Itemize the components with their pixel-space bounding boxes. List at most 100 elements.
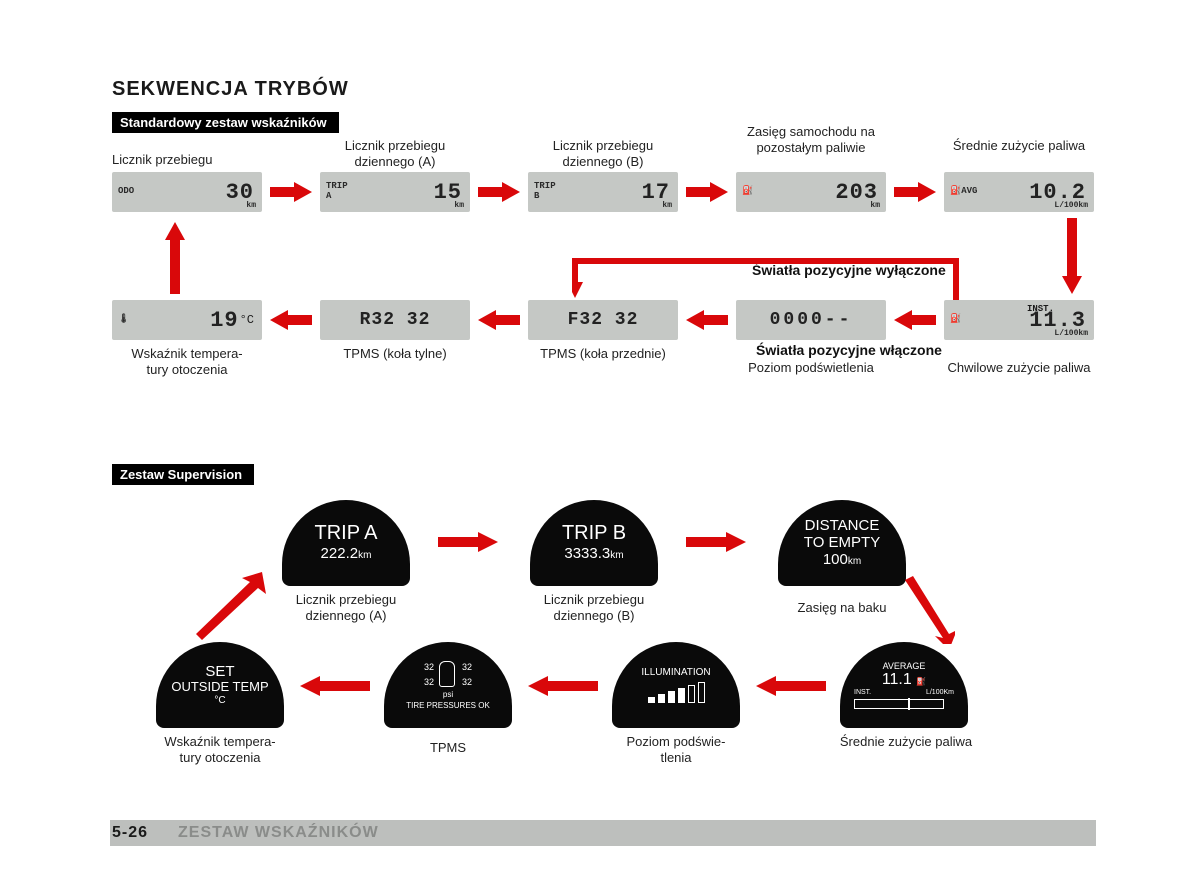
sup-illum-dome: ILLUMINATION: [612, 642, 740, 728]
range-unit: km: [870, 201, 880, 210]
temp-value: 19: [210, 308, 238, 333]
arrow-right-icon: [894, 180, 936, 204]
sup-tripa-caption: Licznik przebiegu dziennego (A): [272, 592, 420, 623]
avg-display: ⛽AVG 10.2 L/100km: [944, 172, 1094, 212]
lights-on-label: Światła pozycyjne włączone: [756, 342, 942, 358]
arrow-left-icon: [270, 308, 312, 332]
tpms-rear-caption: TPMS (koła tylne): [320, 346, 470, 362]
arrow-diag-icon: [905, 574, 955, 644]
sup-tripa-value: 222.2: [321, 545, 359, 562]
arrow-left-icon: [686, 308, 728, 332]
tpms-fr: 32: [459, 662, 475, 672]
range-icon: ⛽: [742, 187, 753, 197]
sup-dte-value: 100: [823, 551, 848, 568]
illum-display: 0000--: [736, 300, 886, 340]
arrow-left-icon: [756, 674, 826, 698]
arrow-down-icon: [1060, 218, 1084, 294]
tripb-unit: km: [662, 201, 672, 210]
tpms-psi: psi: [443, 690, 453, 699]
avg-lhs: ⛽AVG: [950, 187, 977, 197]
sup-avg-inst: INST.: [854, 689, 871, 697]
page-footer: 5-26 ZESTAW WSKAŹNIKÓW: [110, 820, 1096, 846]
temp-icon: 🌡: [118, 315, 129, 325]
odo-unit: km: [246, 201, 256, 210]
sup-tripb-unit: km: [610, 550, 623, 561]
arrow-right-icon: [686, 180, 728, 204]
sup-dte-line2: TO EMPTY: [804, 534, 880, 551]
odo-lhs: ODO: [118, 187, 134, 197]
tripb-caption: Licznik przebiegu dziennego (B): [528, 138, 678, 169]
tpms-rear-display: R32 32: [320, 300, 470, 340]
sup-illum-label: ILLUMINATION: [641, 667, 710, 679]
illum-caption: Poziom podświetlenia: [736, 360, 886, 376]
arrow-left-icon: [478, 308, 520, 332]
odo-caption: Licznik przebiegu: [112, 152, 262, 168]
arrow-left-icon: [300, 674, 370, 698]
sup-tpms-caption: TPMS: [374, 740, 522, 756]
tpms-rl: 32: [421, 677, 437, 687]
sup-tripb-value: 3333.3: [564, 545, 610, 562]
sup-avg-label: AVERAGE: [854, 661, 954, 671]
tripb-display: TRIP B 17 km: [528, 172, 678, 212]
sup-tripa-unit: km: [358, 550, 371, 561]
sup-tripa-line1: TRIP A: [315, 522, 378, 545]
page-title: SEKWENCJA TRYBÓW: [112, 78, 349, 101]
section2-header: Zestaw Supervision: [112, 464, 254, 485]
sup-avg-unit: L/100Km: [926, 689, 954, 697]
sup-illum-caption: Poziom podświe- tlenia: [602, 734, 750, 765]
tpms-front-display: F32 32: [528, 300, 678, 340]
section1-header: Standardowy zestaw wskaźników: [112, 112, 339, 133]
range-caption: Zasięg samochodu na pozostałym paliwie: [736, 124, 886, 155]
tpms-rr: 32: [459, 677, 475, 687]
avg-caption: Średnie zużycie paliwa: [944, 138, 1094, 154]
inst-top: INST.: [1027, 304, 1054, 314]
sup-avg-caption: Średnie zużycie paliwa: [832, 734, 980, 750]
arrow-right-icon: [478, 180, 520, 204]
illum-bars-icon: [648, 681, 705, 703]
tpms-front-caption: TPMS (koła przednie): [528, 346, 678, 362]
odo-display: ODO 30 km: [112, 172, 262, 212]
avg-unit: L/100km: [1054, 201, 1088, 210]
sup-dte-caption: Zasięg na baku: [768, 600, 916, 616]
illum-value: 0000--: [770, 310, 853, 330]
sup-temp-line2: OUTSIDE TEMP: [171, 680, 268, 695]
tripa-display: TRIP A 15 km: [320, 172, 470, 212]
sup-avg-bar: [854, 699, 944, 709]
temp-display: 🌡 19 °C: [112, 300, 262, 340]
arrow-right-icon: [270, 180, 312, 204]
tripb-lhs: TRIP B: [534, 182, 556, 202]
arrow-left-icon: [894, 308, 936, 332]
tpms-status: TIRE PRESSURES OK: [406, 701, 490, 710]
sup-avg-dome: AVERAGE 11.1 ⛽ INST.L/100Km: [840, 642, 968, 728]
car-icon: [439, 661, 455, 687]
tpms-front-value: F32 32: [568, 310, 639, 330]
inst-unit: L/100km: [1054, 329, 1088, 338]
tpms-rear-value: R32 32: [360, 310, 431, 330]
sup-temp-caption: Wskaźnik tempera- tury otoczenia: [146, 734, 294, 765]
sup-tripb-caption: Licznik przebiegu dziennego (B): [520, 592, 668, 623]
sup-avg-value: 11.1: [882, 671, 912, 688]
sup-temp-line1: SET: [205, 663, 234, 680]
sup-dte-unit: km: [848, 556, 861, 567]
sup-dte-dome: DISTANCE TO EMPTY 100km: [778, 500, 906, 586]
sup-tripb-dome: TRIP B 3333.3km: [530, 500, 658, 586]
sup-temp-dome: SET OUTSIDE TEMP °C: [156, 642, 284, 728]
arrow-up-icon: [163, 222, 187, 294]
arrow-diag-up-icon: [196, 572, 276, 642]
tripa-unit: km: [454, 201, 464, 210]
temp-caption: Wskaźnik tempera- tury otoczenia: [112, 346, 262, 377]
arrow-left-icon: [528, 674, 598, 698]
inst-icon: ⛽: [950, 315, 961, 325]
sup-tripa-dome: TRIP A 222.2km: [282, 500, 410, 586]
tripa-lhs: TRIP A: [326, 182, 348, 202]
inst-caption: Chwilowe zużycie paliwa: [944, 360, 1094, 376]
sup-tripb-line1: TRIP B: [562, 522, 626, 545]
arrow-right-icon: [686, 530, 746, 554]
sup-tpms-dome: 32 32 32 32 psi TIRE PRESSURES OK: [384, 642, 512, 728]
inst-display: ⛽ INST. 11.3 L/100km: [944, 300, 1094, 340]
footer-label: ZESTAW WSKAŹNIKÓW: [178, 824, 379, 842]
sup-dte-line1: DISTANCE: [805, 517, 880, 534]
tpms-grid: 32 32 32 32: [421, 660, 475, 689]
range-display: ⛽ 203 km: [736, 172, 886, 212]
arrow-right-icon: [438, 530, 498, 554]
